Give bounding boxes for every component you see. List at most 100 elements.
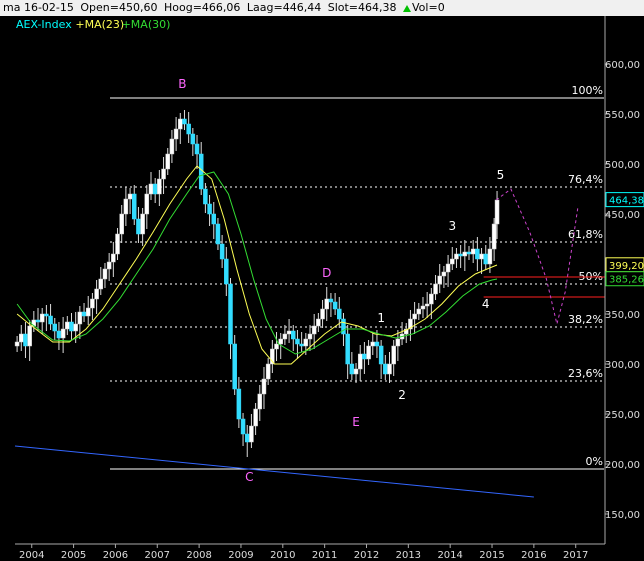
ma23-line — [16, 165, 498, 365]
candle-body — [320, 308, 325, 320]
candle-body — [228, 283, 233, 345]
wave-labels-layer: B C D E 1 2 3 4 5 — [178, 77, 504, 484]
x-tick-label: 2009 — [228, 550, 253, 561]
candle-body — [215, 223, 221, 245]
candle-body — [190, 133, 196, 145]
candle-body — [341, 318, 346, 335]
candle-body — [479, 253, 484, 260]
candle-body — [173, 128, 179, 140]
candle-body — [311, 325, 317, 335]
price-tag-box — [605, 271, 644, 287]
x-tick-label: 2015 — [479, 550, 504, 561]
candle-body — [307, 333, 313, 340]
y-tick-label: 550,00 — [605, 110, 640, 121]
candle-body — [257, 393, 263, 410]
x-tick-label: 2006 — [103, 550, 128, 561]
price-tag-label: 464,38 — [609, 196, 644, 207]
candle-body — [144, 193, 150, 215]
candle-body — [395, 338, 401, 347]
candle-body — [56, 330, 62, 339]
candle-body — [73, 323, 78, 332]
candle-body — [274, 343, 279, 350]
candle-body — [60, 328, 66, 339]
candle-body — [265, 363, 271, 380]
candle-body — [332, 301, 338, 310]
candle-body — [23, 333, 28, 347]
candle-body — [65, 321, 70, 330]
candle-body — [324, 298, 329, 310]
wave-label: E — [352, 415, 360, 429]
candle-body — [119, 213, 124, 235]
candle-body — [178, 118, 183, 130]
legend: AEX-Index +MA(23)+MA(30) — [16, 18, 170, 31]
candle-body — [328, 298, 334, 303]
quote-low: Laag=446,44 — [246, 1, 322, 14]
x-tick-label: 2011 — [312, 550, 337, 561]
candle-body — [466, 251, 472, 255]
x-tick-label: 2017 — [563, 550, 588, 561]
candle-body — [98, 278, 104, 290]
price-chart[interactable]: 100%76,4%61,8%50%38,2%23,6%0% BCDE12345 … — [0, 16, 644, 561]
candle-body — [161, 168, 166, 180]
wave-label: 2 — [398, 388, 406, 402]
candle-body — [207, 203, 212, 215]
candle-body — [291, 330, 296, 340]
candle-body — [249, 425, 254, 443]
x-tick-label: 2013 — [396, 550, 421, 561]
candle-body — [441, 271, 447, 277]
candle-body — [475, 248, 480, 260]
candle-body — [445, 263, 451, 273]
quote-volume: Vol=0 — [412, 1, 445, 14]
candle-body — [450, 258, 455, 265]
candle-body — [349, 363, 355, 375]
y-tick-label: 600,00 — [605, 60, 640, 71]
y-tick-label: 450,00 — [605, 210, 640, 221]
fib-level-label: 61,8% — [568, 228, 603, 241]
projection-layer — [495, 188, 579, 325]
candle-body — [366, 345, 371, 360]
moving-averages-layer — [16, 165, 498, 365]
x-tick-label: 2008 — [186, 550, 211, 561]
candle-body — [362, 353, 367, 360]
candle-body — [483, 253, 488, 265]
axes-layer: 2004 2005 2006 2007 2008 2009 2010 2011 2012 2013… — [15, 16, 644, 561]
fib-level-label: 23,6% — [568, 367, 603, 380]
candle-body — [211, 213, 217, 225]
candle-body — [299, 343, 304, 347]
price-tag-label: 385,265 — [609, 275, 644, 286]
candle-body — [387, 363, 392, 375]
wave-label: C — [245, 470, 253, 484]
candle-body — [236, 388, 242, 420]
quote-date: ma 16-02-15 — [3, 1, 74, 14]
quote-header: ma 16-02-15 Open=450,60 Hoog=466,06 Laag… — [0, 0, 644, 16]
candle-body — [278, 338, 283, 345]
candle-body — [303, 338, 309, 347]
candle-body — [261, 378, 267, 395]
candle-body — [295, 338, 300, 345]
candle-body — [244, 433, 250, 443]
wave-label: D — [322, 266, 331, 280]
candle-body — [458, 253, 463, 257]
candle-body — [416, 308, 422, 315]
wave-label: B — [178, 77, 186, 91]
candle-body — [494, 199, 500, 225]
candle-body — [157, 178, 162, 195]
quote-open: Open=450,60 — [80, 1, 158, 14]
candle-body — [194, 143, 200, 155]
candle-body — [420, 305, 426, 310]
candle-body — [491, 223, 497, 250]
candle-body — [437, 275, 442, 285]
candle-body — [282, 333, 288, 340]
candle-body — [429, 293, 434, 305]
candle-body — [148, 183, 154, 195]
candle-body — [286, 330, 292, 335]
fib-level-label: 76,4% — [568, 173, 603, 186]
candle-body — [69, 321, 74, 332]
candle-body — [106, 261, 112, 270]
candle-body — [219, 243, 225, 260]
candle-body — [169, 138, 175, 155]
fib-level-label: 38,2% — [568, 313, 603, 326]
y-tick-label: 200,00 — [605, 460, 640, 471]
y-tick-label: 350,00 — [605, 310, 640, 321]
candle-body — [224, 258, 229, 285]
